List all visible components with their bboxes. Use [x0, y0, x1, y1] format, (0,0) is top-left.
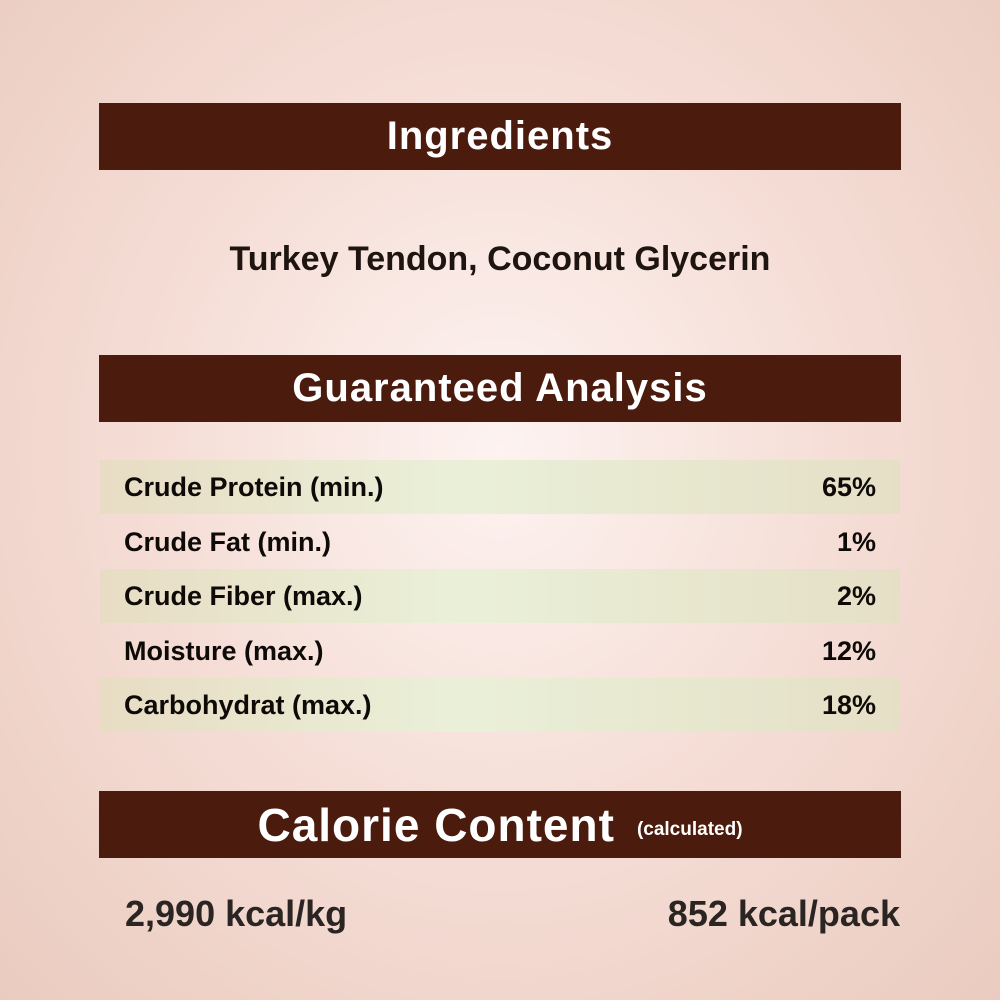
ingredients-text: Turkey Tendon, Coconut Glycerin	[229, 240, 771, 278]
row-value: 2%	[836, 580, 876, 611]
analysis-heading: Guaranteed Analysis	[292, 366, 708, 410]
calorie-heading: Calorie Content	[257, 798, 615, 851]
row-label: Carbohydrat (max.)	[124, 689, 372, 720]
ingredients-heading: Ingredients	[386, 114, 614, 158]
row-value: 1%	[836, 526, 876, 557]
analysis-row: Crude Fiber (max.) 2%	[100, 569, 900, 623]
analysis-row: Crude Fat (min.) 1%	[100, 515, 900, 569]
row-label: Crude Fiber (max.)	[124, 580, 363, 611]
analysis-row: Crude Protein (min.) 65%	[100, 460, 900, 514]
calorie-banner: Calorie Content (calculated)	[99, 791, 901, 858]
calorie-per-pack: 852 kcal/pack	[667, 893, 900, 934]
row-label: Crude Protein (min.)	[124, 471, 384, 502]
analysis-row: Moisture (max.) 12%	[100, 624, 900, 678]
row-value: 18%	[821, 689, 876, 720]
row-label: Crude Fat (min.)	[124, 526, 331, 557]
analysis-row: Carbohydrat (max.) 18%	[100, 678, 900, 732]
row-value: 65%	[821, 471, 876, 502]
row-value: 12%	[821, 635, 876, 666]
ingredients-banner: Ingredients	[99, 103, 901, 170]
calorie-per-kg: 2,990 kcal/kg	[125, 893, 348, 934]
calorie-note: (calculated)	[636, 818, 743, 840]
row-label: Moisture (max.)	[124, 635, 324, 666]
analysis-banner: Guaranteed Analysis	[99, 355, 901, 422]
